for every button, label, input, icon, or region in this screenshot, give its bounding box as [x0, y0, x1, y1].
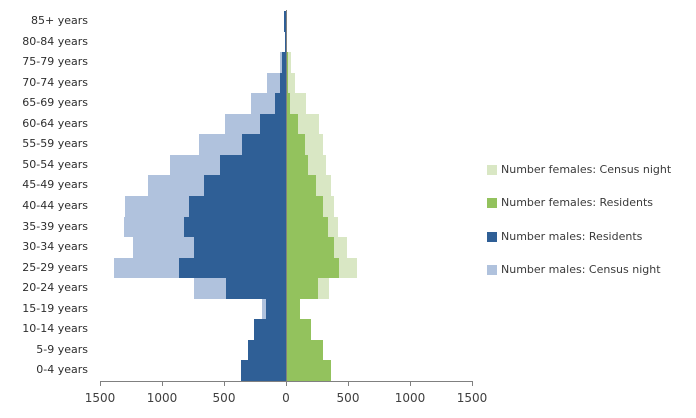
legend-series-label: Number females: Census night — [501, 163, 672, 176]
legend-swatch-icon — [487, 265, 497, 276]
y-axis-category-label: 45-49 years — [22, 178, 88, 192]
x-axis-tickmark — [472, 381, 473, 386]
pyramid-bar — [286, 113, 299, 135]
pyramid-bar — [286, 319, 312, 340]
x-axis-tick-label: 0 — [282, 391, 290, 405]
pyramid-bar — [286, 134, 305, 155]
pyramid-bar — [189, 196, 286, 217]
legend-series-label: Number males: Residents — [501, 229, 643, 243]
pyramid-bar — [282, 52, 286, 73]
pyramid-bar — [286, 72, 289, 94]
pyramid-bar — [286, 216, 329, 238]
pyramid-bar — [286, 237, 335, 258]
x-axis-tickmark — [286, 381, 287, 386]
y-axis-category-label: 0-4 years — [36, 363, 88, 377]
pyramid-bar — [280, 72, 286, 94]
legend-swatch-icon — [487, 231, 497, 242]
pyramid-bar — [286, 154, 309, 176]
x-axis-tick-label: 500 — [212, 391, 236, 405]
x-axis-tick-label: 1500 — [84, 391, 116, 405]
y-axis-category-label: 75-79 years — [22, 55, 88, 69]
x-axis-tick-label: 1000 — [394, 391, 426, 405]
y-axis-line — [285, 10, 287, 381]
legend-swatch-icon — [487, 165, 497, 175]
pyramid-bar — [286, 257, 340, 279]
x-axis-tickmark — [348, 381, 349, 386]
pyramid-bar — [259, 113, 286, 135]
x-axis-tickmark — [162, 381, 163, 386]
y-axis-category-label: 25-29 years — [22, 260, 88, 274]
pyramid-bar — [253, 319, 286, 340]
x-axis-tick-label: 1500 — [456, 391, 488, 405]
y-axis-category-label: 20-24 years — [22, 281, 88, 295]
pyramid-bar — [286, 93, 291, 114]
legend-series-label: Number males: Census night — [501, 263, 661, 277]
x-axis-tickmark — [410, 381, 411, 386]
pyramid-bar — [286, 175, 317, 196]
pyramid-bar — [241, 134, 286, 155]
y-axis-category-label: 5-9 years — [36, 342, 88, 356]
pyramid-bar — [286, 360, 331, 381]
pyramid-bar — [283, 11, 286, 32]
y-axis-category-label: 85+ years — [31, 14, 88, 27]
pyramid-bar — [219, 154, 286, 176]
y-axis-category-label: 15-19 years — [22, 301, 88, 315]
y-axis-category-label: 55-59 years — [22, 137, 88, 151]
y-axis-category-label: 70-74 years — [22, 75, 88, 89]
x-axis-tickmark — [100, 381, 101, 386]
y-axis-category-label: 65-69 years — [22, 96, 88, 110]
pyramid-bar — [274, 93, 286, 114]
y-axis-category-label: 30-34 years — [22, 240, 88, 254]
pyramid-bar — [284, 31, 286, 53]
pyramid-bar — [226, 278, 286, 299]
pyramid-bar — [247, 339, 286, 361]
pyramid-bar — [286, 278, 319, 299]
pyramid-bar — [204, 175, 286, 196]
pyramid-bar — [286, 196, 324, 217]
x-axis-tick-label: 500 — [336, 391, 360, 405]
pyramid-bar — [286, 72, 296, 94]
pyramid-bar — [286, 52, 288, 73]
pyramid-bar — [286, 339, 324, 361]
pyramid-bar — [179, 257, 286, 279]
y-axis-category-label: 50-54 years — [22, 157, 88, 171]
pyramid-bar — [266, 298, 286, 320]
pyramid-bar — [286, 93, 307, 114]
y-axis-category-label: 10-14 years — [22, 322, 88, 336]
pyramid-bar — [194, 237, 286, 258]
y-axis-category-label: 40-44 years — [22, 199, 88, 212]
legend-series-label: Number females: Residents — [501, 196, 654, 210]
y-axis-category-label: 35-39 years — [22, 219, 88, 233]
legend-swatch-icon — [487, 198, 497, 209]
pyramid-bar — [184, 216, 286, 238]
y-axis-category-label: 60-64 years — [22, 116, 88, 130]
y-axis-category-label: 80-84 years — [22, 34, 88, 48]
pyramid-bar — [240, 360, 286, 381]
x-axis-tick-label: 1000 — [146, 391, 178, 405]
x-axis-tickmark — [224, 381, 225, 386]
pyramid-bar — [286, 298, 301, 320]
pyramid-bar — [286, 52, 291, 73]
